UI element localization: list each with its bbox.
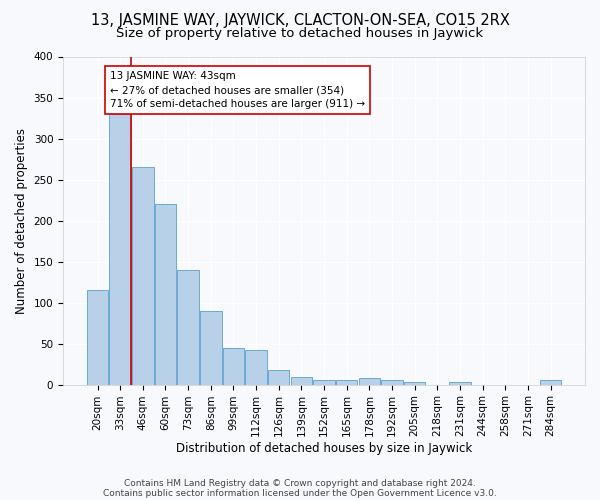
Bar	[449, 382, 470, 384]
Text: 13, JASMINE WAY, JAYWICK, CLACTON-ON-SEA, CO15 2RX: 13, JASMINE WAY, JAYWICK, CLACTON-ON-SEA…	[91, 12, 509, 28]
Bar	[268, 370, 289, 384]
Bar	[359, 378, 380, 384]
X-axis label: Distribution of detached houses by size in Jaywick: Distribution of detached houses by size …	[176, 442, 472, 455]
Bar	[87, 290, 108, 384]
Bar	[132, 167, 154, 384]
Text: Contains public sector information licensed under the Open Government Licence v3: Contains public sector information licen…	[103, 488, 497, 498]
Bar	[200, 311, 221, 384]
Bar	[540, 380, 561, 384]
Bar	[109, 114, 131, 384]
Bar	[223, 348, 244, 385]
Bar	[336, 380, 358, 384]
Bar	[155, 204, 176, 384]
Text: Contains HM Land Registry data © Crown copyright and database right 2024.: Contains HM Land Registry data © Crown c…	[124, 478, 476, 488]
Bar	[290, 377, 312, 384]
Y-axis label: Number of detached properties: Number of detached properties	[15, 128, 28, 314]
Text: 13 JASMINE WAY: 43sqm
← 27% of detached houses are smaller (354)
71% of semi-det: 13 JASMINE WAY: 43sqm ← 27% of detached …	[110, 72, 365, 110]
Bar	[178, 270, 199, 384]
Bar	[245, 350, 267, 384]
Bar	[381, 380, 403, 384]
Text: Size of property relative to detached houses in Jaywick: Size of property relative to detached ho…	[116, 28, 484, 40]
Bar	[313, 380, 335, 384]
Bar	[404, 382, 425, 384]
